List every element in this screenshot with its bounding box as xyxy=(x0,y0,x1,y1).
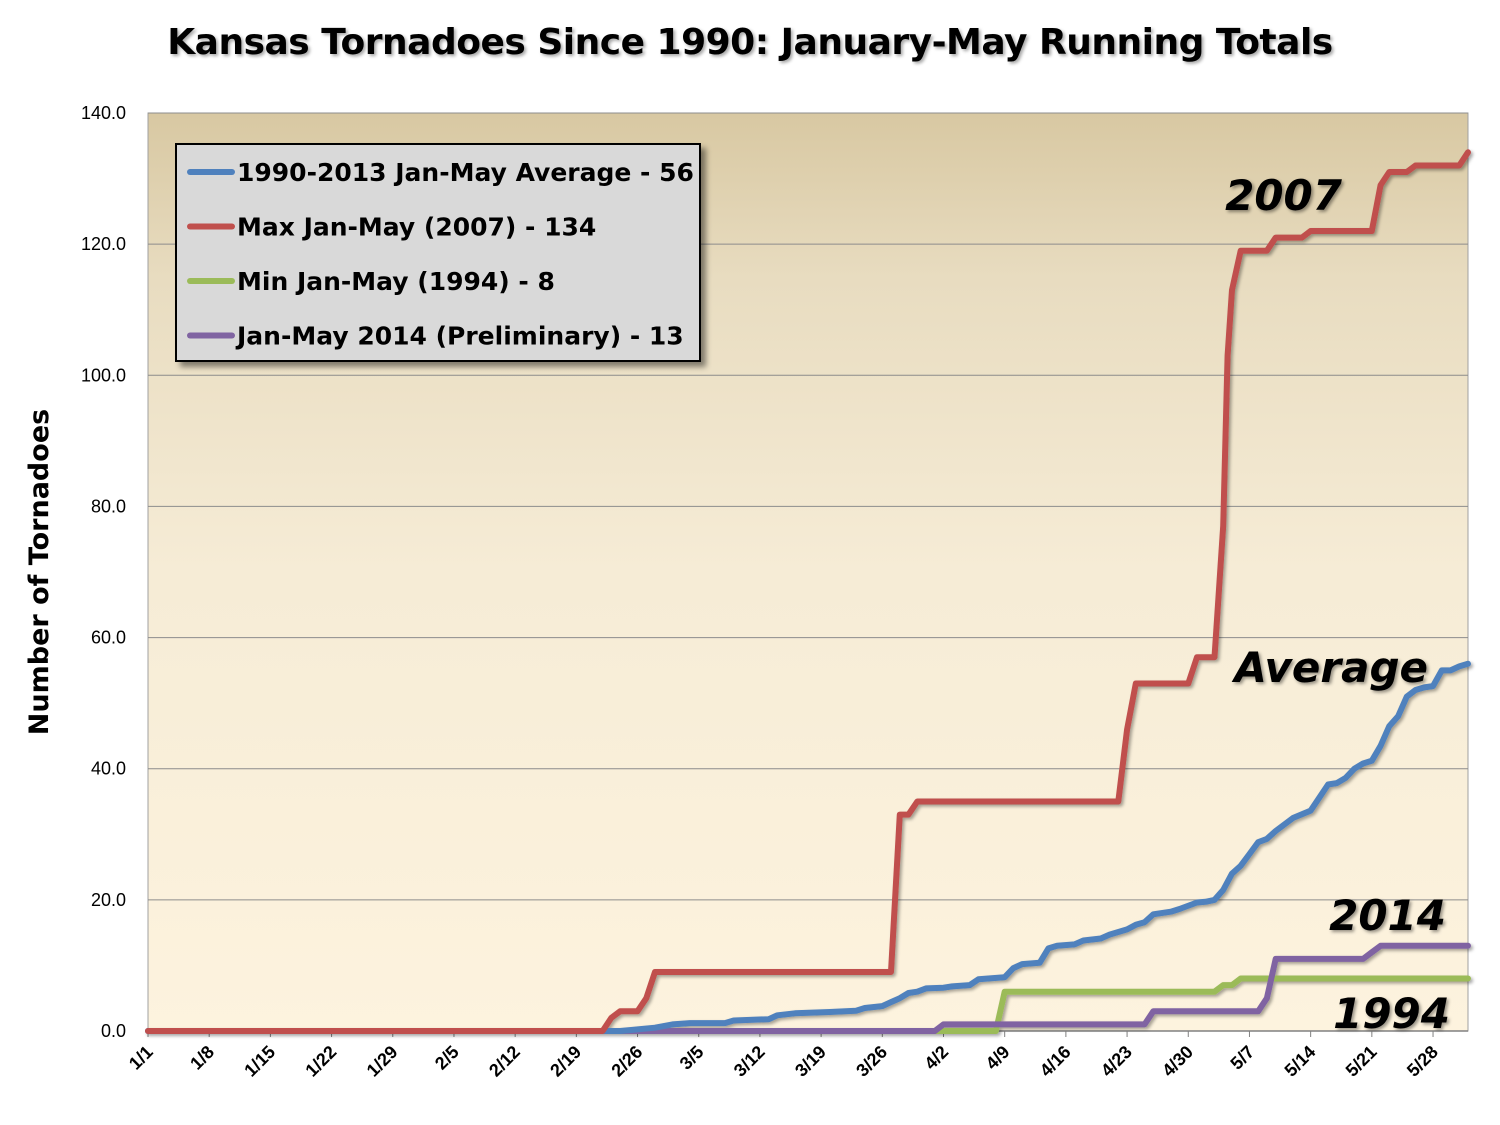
x-tick-label: 4/23 xyxy=(1097,1042,1136,1081)
y-axis-ticks: 0.0 20.0 40.0 60.0 80.0 100.0 120.0 140.0 xyxy=(81,103,126,1041)
x-tick-label: 4/30 xyxy=(1158,1042,1197,1081)
series-lines xyxy=(145,149,1471,1034)
x-axis-ticks: 1/1 1/8 1/15 1/22 1/29 2/5 2/12 2/19 2/26 3/5 3/12… xyxy=(125,1031,1442,1081)
legend-label-2: Min Jan-May (1994) - 8 xyxy=(237,267,555,296)
y-tick-label: 0.0 xyxy=(101,1021,126,1041)
x-tick-label: 1/15 xyxy=(240,1042,279,1081)
x-tick-label: 2/26 xyxy=(607,1042,646,1081)
legend-label-1: Max Jan-May (2007) - 134 xyxy=(237,213,596,242)
legend-label-3: Jan-May 2014 (Preliminary) - 13 xyxy=(235,322,684,351)
y-tick-label: 100.0 xyxy=(81,365,126,385)
x-tick-label: 1/1 xyxy=(125,1042,157,1074)
y-tick-label: 40.0 xyxy=(91,759,126,779)
series-line-3 xyxy=(145,942,1471,1034)
legend: 1990-2013 Jan-May Average - 56 Max Jan-Ma… xyxy=(175,143,701,362)
y-axis-label: Number of Tornadoes xyxy=(24,409,55,735)
annotation-average: Average xyxy=(1231,643,1428,692)
annotation-1994: 1994 xyxy=(1333,989,1450,1038)
x-tick-label: 3/5 xyxy=(676,1042,708,1074)
x-tick-label: 1/22 xyxy=(301,1042,340,1081)
y-tick-label: 140.0 xyxy=(81,103,126,123)
annotations: 2007 Average 2014 1994 xyxy=(1225,171,1450,1038)
x-tick-label: 2/12 xyxy=(485,1042,524,1081)
x-tick-label: 5/7 xyxy=(1226,1042,1258,1074)
x-tick-label: 2/19 xyxy=(546,1042,585,1081)
x-tick-label: 3/19 xyxy=(791,1042,830,1081)
x-tick-label: 5/21 xyxy=(1342,1042,1381,1081)
series-line-0 xyxy=(145,660,1471,1034)
annotation-2007: 2007 xyxy=(1225,171,1343,220)
chart-title: Kansas Tornadoes Since 1990: January-May… xyxy=(167,22,1333,63)
x-tick-label: 1/29 xyxy=(363,1042,402,1081)
x-tick-label: 3/26 xyxy=(852,1042,891,1081)
x-tick-label: 5/14 xyxy=(1281,1042,1320,1081)
y-tick-label: 20.0 xyxy=(91,890,126,910)
x-tick-label: 3/12 xyxy=(730,1042,769,1081)
y-tick-label: 120.0 xyxy=(81,234,126,254)
x-tick-label: 5/28 xyxy=(1403,1042,1442,1081)
series-line-1 xyxy=(145,149,1471,1034)
legend-label-0: 1990-2013 Jan-May Average - 56 xyxy=(237,158,694,187)
x-tick-label: 4/2 xyxy=(920,1042,952,1074)
y-tick-label: 60.0 xyxy=(91,628,126,648)
legend-box xyxy=(175,143,701,362)
x-tick-label: 1/8 xyxy=(186,1042,218,1074)
annotation-2014: 2014 xyxy=(1329,891,1446,940)
series-line-2 xyxy=(145,975,1471,1034)
x-tick-label: 4/9 xyxy=(982,1042,1014,1074)
y-tick-label: 80.0 xyxy=(91,496,126,516)
x-tick-label: 2/5 xyxy=(431,1042,463,1074)
x-tick-label: 4/16 xyxy=(1036,1042,1075,1081)
